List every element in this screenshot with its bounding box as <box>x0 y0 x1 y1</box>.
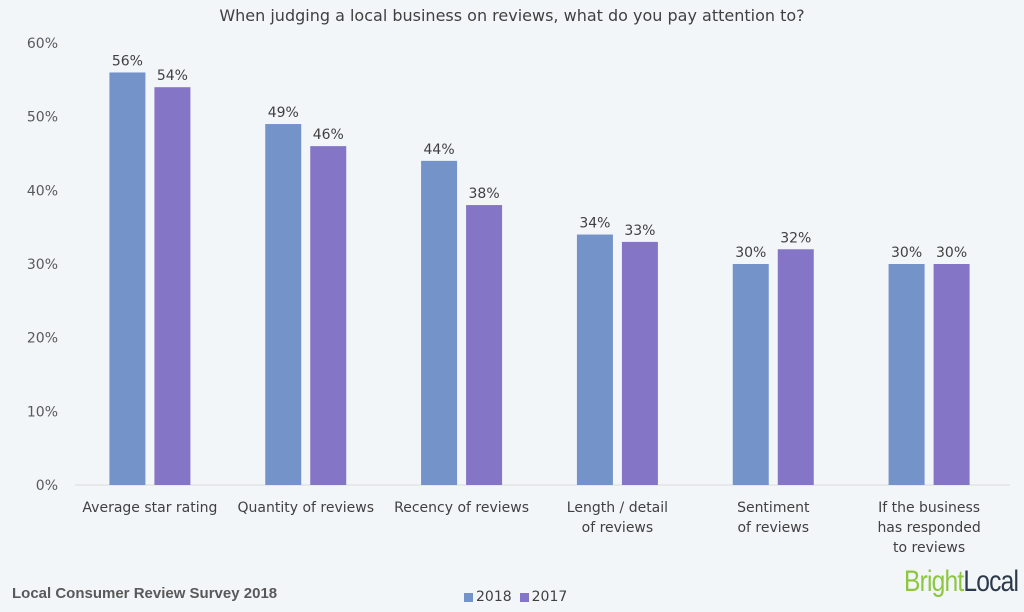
x-tick-label: Sentiment <box>737 500 810 516</box>
y-tick-label: 10% <box>27 404 58 420</box>
y-tick-label: 20% <box>27 331 58 347</box>
y-tick-label: 30% <box>27 257 58 273</box>
bar-2018 <box>732 264 769 485</box>
x-tick-label: of reviews <box>737 520 809 536</box>
x-tick-label: If the business <box>878 500 980 516</box>
legend-swatch-2017 <box>519 592 529 602</box>
data-label: 56% <box>112 53 143 69</box>
legend: 2018 2017 <box>464 589 567 605</box>
bar-2017 <box>310 146 347 485</box>
survey-source: Local Consumer Review Survey 2018 <box>12 585 278 602</box>
data-label: 46% <box>313 127 344 143</box>
legend-item-2018: 2018 <box>464 589 512 605</box>
legend-item-2017: 2017 <box>519 589 568 605</box>
data-label: 30% <box>891 245 922 261</box>
data-label: 44% <box>424 142 455 158</box>
bar-2017 <box>466 205 503 486</box>
legend-swatch-2018 <box>464 592 473 602</box>
brightlocal-logo: BrightLocal <box>903 565 1019 599</box>
x-tick-label: has responded <box>877 520 980 536</box>
y-tick-label: 50% <box>27 110 58 126</box>
y-tick-label: 60% <box>27 36 58 52</box>
bar-2018 <box>421 160 458 485</box>
x-tick-label: of reviews <box>582 520 654 536</box>
data-label: 33% <box>624 223 655 239</box>
logo-part-local: Local <box>963 565 1019 598</box>
bar-2018 <box>576 234 613 485</box>
legend-label-2017: 2017 <box>531 589 568 605</box>
bar-2017 <box>777 249 814 485</box>
bar-2017 <box>621 241 658 485</box>
data-label: 38% <box>469 186 500 202</box>
y-tick-label: 40% <box>27 183 58 199</box>
bar-2017 <box>154 87 191 485</box>
data-label: 30% <box>936 245 967 261</box>
bar-2017 <box>933 264 970 485</box>
chart-title: When judging a local business on reviews… <box>219 6 805 25</box>
bar-2018 <box>888 264 925 485</box>
legend-label-2018: 2018 <box>476 589 512 605</box>
x-tick-label: Average star rating <box>82 500 217 516</box>
x-tick-label: Length / detail <box>567 500 668 516</box>
data-label: 49% <box>268 105 299 121</box>
data-label: 32% <box>780 230 811 246</box>
x-tick-label: to reviews <box>893 540 965 556</box>
x-tick-label: Quantity of reviews <box>238 500 375 516</box>
bar-2018 <box>109 72 146 485</box>
y-tick-label: 0% <box>36 478 58 494</box>
bar-2018 <box>265 124 302 486</box>
data-label: 30% <box>735 245 766 261</box>
data-label: 54% <box>157 68 188 84</box>
x-tick-label: Recency of reviews <box>394 500 529 516</box>
logo-part-bright: Bright <box>903 565 964 598</box>
data-label: 34% <box>579 216 610 232</box>
